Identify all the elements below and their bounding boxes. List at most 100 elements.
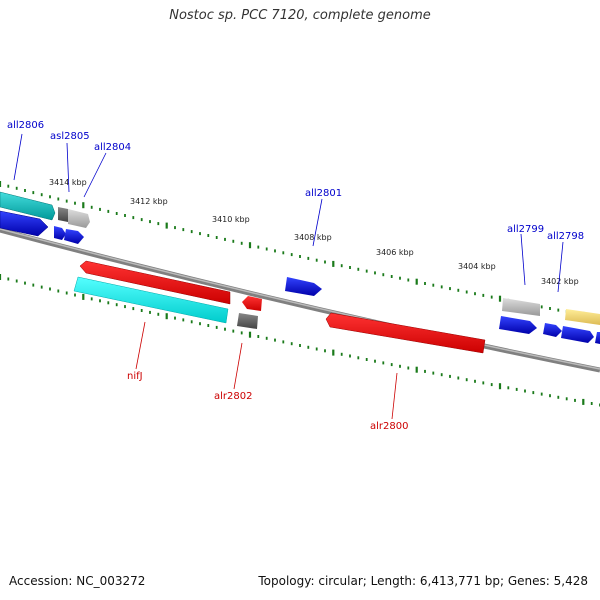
scale-tick xyxy=(415,278,418,285)
gene-blue-right-2[interactable] xyxy=(543,323,562,337)
scale-tick xyxy=(490,383,493,387)
scale-tick xyxy=(215,236,218,239)
scale-tick xyxy=(465,290,468,294)
scale-tick xyxy=(490,295,493,299)
scale-tick xyxy=(374,359,376,363)
scale-tick xyxy=(549,394,551,398)
scale-tick xyxy=(265,336,268,340)
label-all2799[interactable]: all2799 xyxy=(507,224,544,235)
scale-tick xyxy=(32,191,35,195)
label-alr2802[interactable]: alr2802 xyxy=(214,391,252,402)
scale-tick xyxy=(32,283,35,287)
scale-tick xyxy=(349,266,351,269)
scale-tick xyxy=(557,395,560,399)
scale-tick xyxy=(182,318,185,322)
scale-tick xyxy=(157,312,160,316)
gene-all2798[interactable] xyxy=(565,309,600,325)
scale-tick xyxy=(182,228,185,232)
gene-all2806[interactable] xyxy=(0,191,56,221)
gene-all2799[interactable] xyxy=(502,298,540,316)
scale-tick xyxy=(357,356,360,360)
gene-all2801[interactable] xyxy=(285,277,322,296)
scale-tick xyxy=(174,226,176,230)
forward-genes xyxy=(0,191,600,344)
map-title: Nostoc sp. PCC 7120, complete genome xyxy=(169,8,431,23)
scale-tick xyxy=(424,282,426,285)
gene-asl2805[interactable] xyxy=(58,207,68,222)
scale-tick xyxy=(82,293,85,300)
scale-tick xyxy=(357,267,360,271)
scale-tick xyxy=(315,258,318,262)
scale-tick xyxy=(257,335,260,338)
gene-blue-right-1[interactable] xyxy=(499,316,537,334)
scale-tick xyxy=(115,303,118,307)
label-all2804[interactable]: all2804 xyxy=(94,142,131,153)
scale-tick xyxy=(524,389,526,393)
scale-tick xyxy=(74,293,76,297)
scale-label: 3412 kbp xyxy=(130,197,168,206)
label-all2801[interactable]: all2801 xyxy=(305,188,342,199)
scale-label: 3402 kbp xyxy=(541,277,579,286)
gene-alr2802[interactable] xyxy=(237,313,258,329)
scale-tick xyxy=(132,216,135,220)
scale-tick xyxy=(390,275,393,278)
accession-text: Accession: NC_003272 xyxy=(9,574,146,588)
scale-tick xyxy=(240,331,243,335)
scale-tick xyxy=(474,379,476,383)
label-alr2800[interactable]: alr2800 xyxy=(370,421,408,432)
scale-tick xyxy=(324,260,326,264)
scale-tick xyxy=(199,322,201,326)
label-asl2805[interactable]: asl2805 xyxy=(50,131,90,142)
gene-blue-small-1[interactable] xyxy=(54,226,66,240)
scale-tick xyxy=(40,193,43,197)
scale-label: 3410 kbp xyxy=(212,215,250,224)
gene-blue-right-3[interactable] xyxy=(561,326,594,343)
scale-tick xyxy=(90,205,93,209)
gene-blue-small-2[interactable] xyxy=(64,229,84,244)
scale-tick xyxy=(590,402,593,405)
scale-tick xyxy=(232,239,235,243)
gene-blue-right-4[interactable] xyxy=(595,332,600,344)
scale-tick xyxy=(449,374,451,378)
scale-tick xyxy=(265,247,268,251)
gene-nifJ[interactable] xyxy=(73,276,229,324)
scale-tick xyxy=(332,349,335,356)
scale-tick xyxy=(49,195,51,199)
gene-all2804[interactable] xyxy=(68,209,90,228)
scale-tick xyxy=(399,276,401,280)
scale-tick xyxy=(274,338,276,342)
scale-tick xyxy=(340,264,343,268)
scale-tick xyxy=(407,278,410,282)
scale-tick xyxy=(207,324,210,327)
scale-ticks-lower xyxy=(0,274,600,407)
scale-tick xyxy=(257,245,260,249)
scale-tick xyxy=(165,222,168,229)
scale-tick xyxy=(140,309,143,312)
scale-tick xyxy=(465,378,468,382)
scale-tick xyxy=(315,347,318,351)
gene-blue-left[interactable] xyxy=(0,210,49,237)
gene-alr2800[interactable] xyxy=(325,312,486,354)
scale-tick xyxy=(132,307,135,311)
scale-tick xyxy=(124,214,126,217)
scale-tick xyxy=(65,199,68,203)
scale-tick xyxy=(199,232,201,236)
label-nifJ[interactable]: nifJ xyxy=(127,371,143,382)
scale-tick xyxy=(124,305,126,309)
label-all2798[interactable]: all2798 xyxy=(547,231,584,242)
label-all2806[interactable]: all2806 xyxy=(7,120,44,131)
scale-tick xyxy=(324,349,326,353)
scale-tick xyxy=(482,293,485,297)
scale-tick xyxy=(507,386,510,390)
scale-tick xyxy=(24,281,26,285)
genome-backbone xyxy=(0,227,600,373)
genome-backbone-highlight xyxy=(0,228,600,370)
scale-tick xyxy=(74,201,76,205)
scale-label: 3408 kbp xyxy=(294,233,332,242)
scale-tick xyxy=(90,297,93,301)
scale-tick xyxy=(498,383,502,390)
gene-alr2802-red[interactable] xyxy=(242,296,262,311)
scale-tick xyxy=(540,392,543,396)
gene-alr-red-1[interactable] xyxy=(79,260,231,305)
